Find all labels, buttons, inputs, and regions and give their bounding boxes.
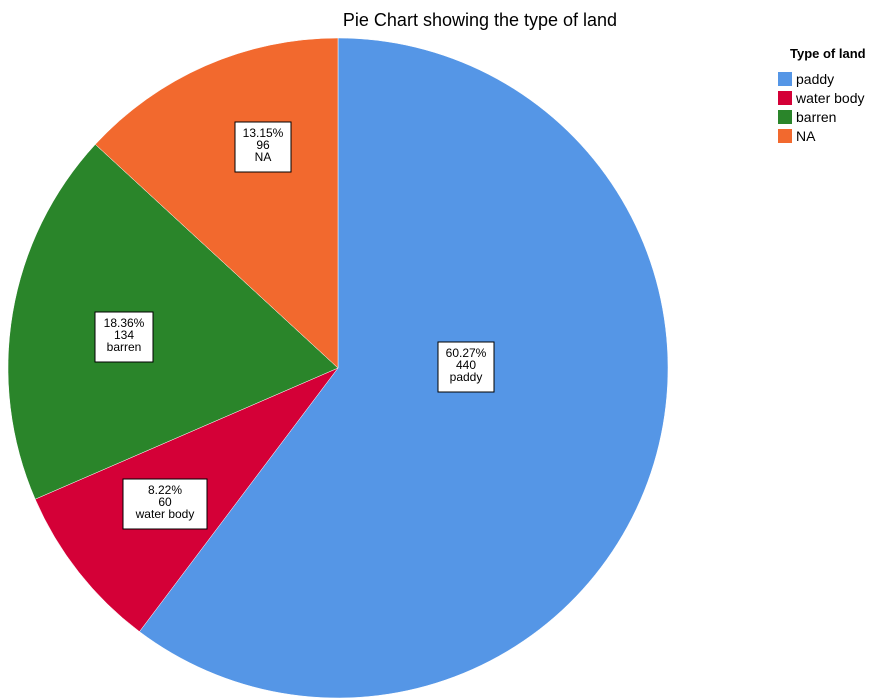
- data-label-count: 440: [456, 358, 476, 372]
- data-label-category: water body: [135, 507, 195, 521]
- legend-label-paddy: paddy: [796, 71, 834, 87]
- data-label-category: NA: [255, 150, 272, 164]
- legend-title: Type of land: [790, 46, 866, 61]
- data-label-box: [122, 478, 208, 530]
- data-label-category: barren: [107, 340, 142, 354]
- pie-slices: [7, 37, 669, 699]
- data-label-count: 134: [114, 328, 134, 342]
- data-label-box: [94, 311, 154, 363]
- pie-slice-na: [94, 37, 339, 369]
- legend-label-barren: barren: [796, 109, 836, 125]
- pie-slice-paddy: [139, 37, 669, 699]
- data-label-count: 60: [158, 495, 172, 509]
- legend-label-na: NA: [796, 128, 816, 144]
- pie-slice-barren: [7, 144, 339, 500]
- data-label-percent: 18.36%: [104, 316, 145, 330]
- data-label-percent: 60.27%: [446, 346, 487, 360]
- data-label-percent: 13.15%: [243, 126, 284, 140]
- data-label-category: paddy: [450, 370, 483, 384]
- legend-swatch-water-body: [778, 91, 792, 105]
- chart-title: Pie Chart showing the type of land: [343, 10, 617, 30]
- legend-label-water-body: water body: [795, 90, 864, 106]
- legend: paddy water body barren NA: [778, 71, 864, 144]
- legend-swatch-paddy: [778, 72, 792, 86]
- data-label-count: 96: [256, 138, 270, 152]
- legend-swatch-na: [778, 129, 792, 143]
- data-label-percent: 8.22%: [148, 483, 182, 497]
- data-label-box: [234, 121, 292, 173]
- data-label-box: [437, 341, 495, 393]
- legend-swatch-barren: [778, 110, 792, 124]
